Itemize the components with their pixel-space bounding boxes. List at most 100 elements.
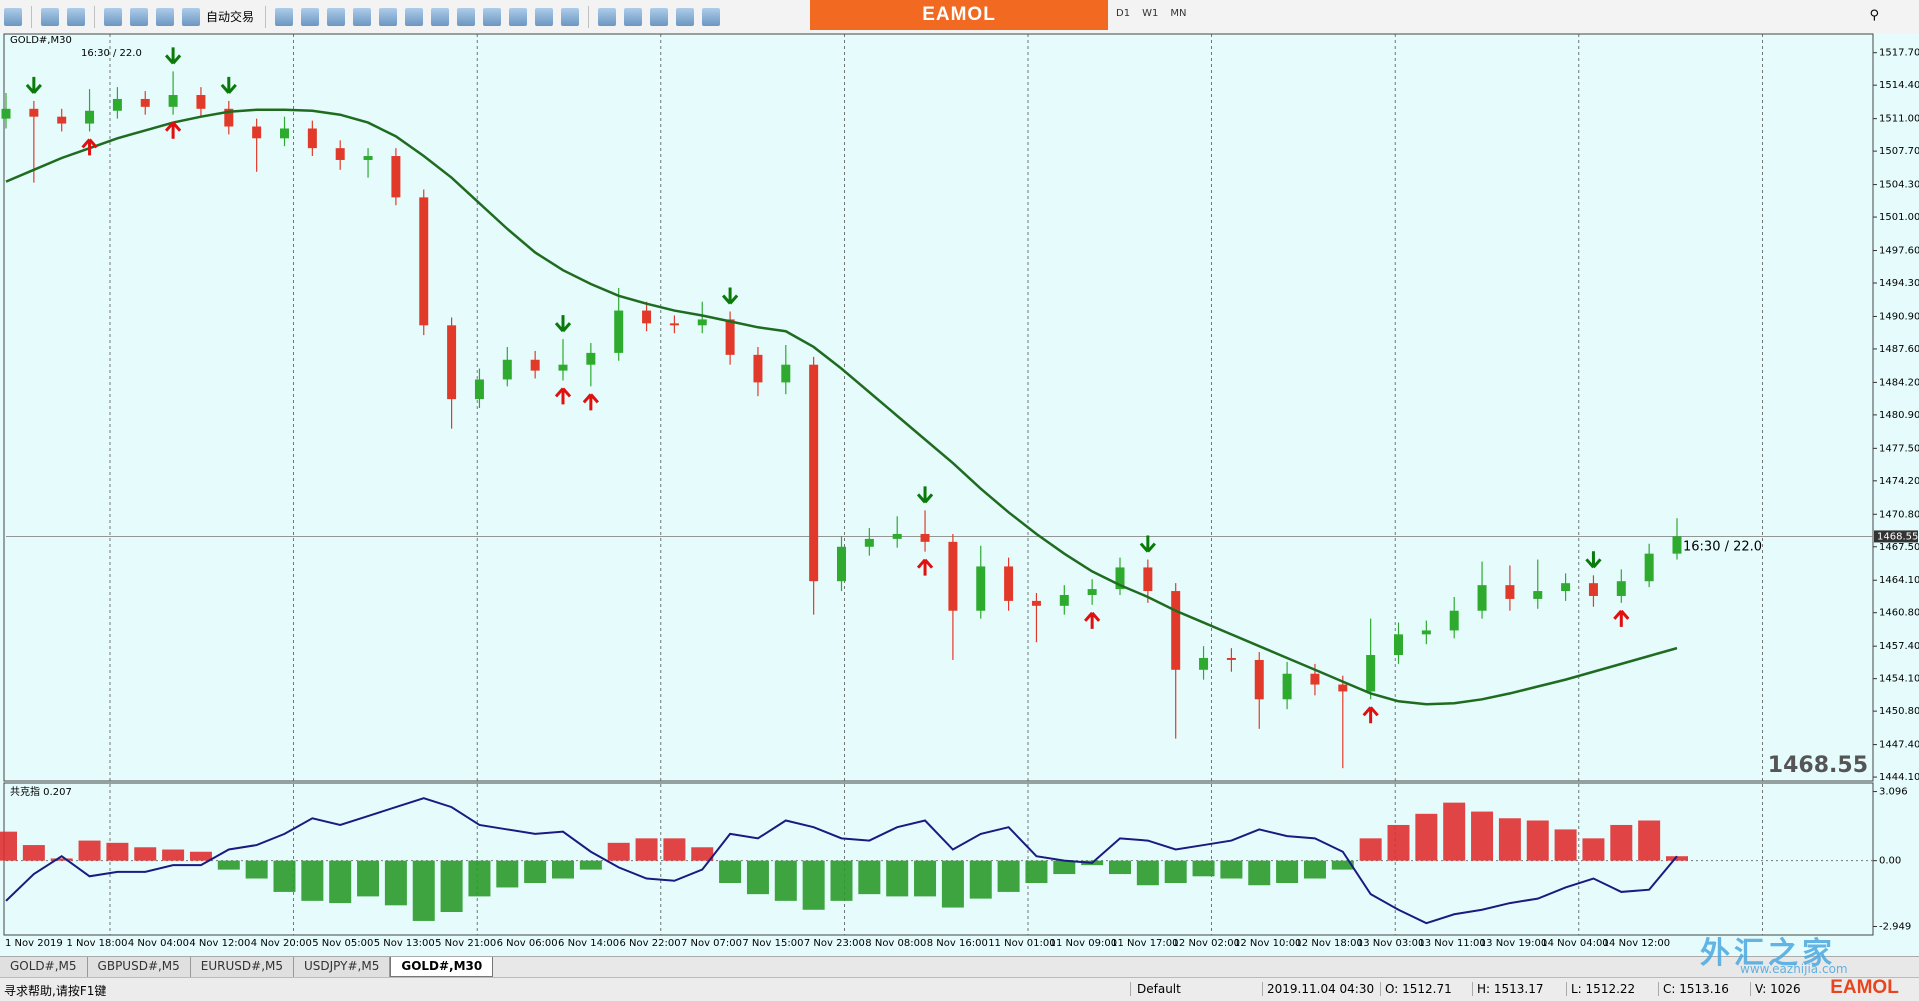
candle-body — [1588, 583, 1598, 596]
candle-body — [614, 310, 624, 353]
new-order-icon[interactable] — [4, 7, 22, 26]
cursor-icon[interactable] — [598, 7, 617, 26]
candle-icon[interactable] — [301, 7, 320, 26]
y-tick-label: 1497.60 — [1879, 246, 1919, 257]
channel-icon[interactable] — [702, 7, 721, 26]
indicator-bar — [1471, 811, 1494, 861]
y-tick-label: 1514.40 — [1879, 80, 1919, 91]
candle-body — [307, 128, 317, 149]
y-tick-label: 1511.00 — [1879, 114, 1919, 125]
buy-arrow — [582, 393, 599, 411]
buy-arrow — [164, 121, 182, 139]
x-tick-label: 12 Nov 18:00 — [1295, 938, 1362, 949]
indicator-bar — [1415, 813, 1438, 861]
chart-tabs: GOLD#,M5 GBPUSD#,M5 EURUSD#,M5 USDJPY#,M5 GO… — [0, 956, 1919, 977]
candle-body — [29, 108, 39, 117]
search-icon[interactable]: ⚲ — [1869, 8, 1879, 23]
x-tick-label: 4 Nov 12:00 — [189, 938, 250, 949]
template-icon[interactable] — [561, 7, 580, 26]
sell-arrow — [164, 47, 182, 65]
candle-body — [976, 566, 986, 611]
x-tick-label: 1 Nov 18:00 — [66, 938, 127, 949]
zoom-in-icon[interactable] — [353, 7, 372, 26]
indicators-icon[interactable] — [483, 7, 502, 26]
indicator-bar — [1248, 860, 1271, 886]
candle-body — [224, 108, 234, 127]
vline-icon[interactable] — [624, 7, 643, 26]
shift-icon[interactable] — [457, 7, 476, 26]
window-icon[interactable] — [67, 7, 85, 26]
navigator-icon[interactable] — [104, 7, 122, 26]
candle-body — [140, 98, 150, 107]
bar-chart-icon[interactable] — [275, 7, 294, 26]
vertical-grid — [109, 34, 1763, 935]
candle-body — [1254, 659, 1264, 700]
zoom-out-icon[interactable] — [379, 7, 398, 26]
moving-average — [5, 108, 1678, 706]
candle-body — [920, 533, 930, 542]
candle-body — [948, 541, 958, 611]
candle-body — [1477, 585, 1487, 611]
zoom-icon[interactable] — [535, 7, 554, 26]
chart-tab[interactable]: GBPUSD#,M5 — [87, 957, 191, 977]
symbol-label: GOLD#,M30 — [10, 35, 72, 46]
y-tick-label: 1480.90 — [1879, 410, 1919, 421]
y-tick-label: 1487.60 — [1879, 344, 1919, 355]
current-price-label: 1468.55 — [1877, 531, 1918, 542]
status-help: 寻求帮助,请按F1键 — [4, 984, 107, 998]
status-volume: V: 1026 — [1750, 982, 1801, 996]
indicator-bar — [1053, 860, 1076, 875]
separator — [94, 5, 95, 28]
candle-body — [753, 354, 763, 383]
sell-arrow — [1139, 535, 1156, 553]
indicator-bar — [1666, 856, 1688, 861]
status-time: 2019.11.04 04:30 — [1262, 982, 1374, 996]
separator — [31, 5, 32, 28]
chart-tab[interactable]: GOLD#,M5 — [0, 957, 88, 977]
y2-tick-label: -2.949 — [1879, 921, 1911, 932]
y-tick-label: 1470.80 — [1879, 509, 1919, 520]
profiles-icon[interactable] — [41, 7, 59, 26]
x-tick-label: 11 Nov 17:00 — [1111, 938, 1178, 949]
crosshair-icon[interactable] — [156, 7, 174, 26]
indicator-bar — [162, 849, 185, 861]
line-icon[interactable] — [327, 7, 346, 26]
tile-icon[interactable] — [405, 7, 424, 26]
candle-body — [1394, 634, 1403, 656]
candle-body — [1, 108, 11, 119]
hline-icon[interactable] — [650, 7, 669, 26]
period-button[interactable]: D1 — [1116, 8, 1131, 19]
chart-tab[interactable]: EURUSD#,M5 — [190, 957, 294, 977]
indicator-bar — [802, 860, 825, 910]
indicator-bar — [217, 860, 240, 870]
indicator-bar — [969, 860, 992, 899]
period-button[interactable]: W1 — [1142, 8, 1159, 19]
separator — [265, 5, 267, 28]
indicator-bar — [1276, 860, 1299, 883]
x-tick-label: 6 Nov 22:00 — [620, 938, 681, 949]
sell-arrow — [220, 76, 237, 94]
y-tick-label: 1504.30 — [1879, 180, 1919, 191]
zoom-icon[interactable] — [509, 7, 528, 26]
candle-body — [558, 364, 568, 371]
scroll-icon[interactable] — [431, 7, 450, 26]
auto-trade-icon[interactable] — [182, 7, 200, 26]
auto-trade-button[interactable]: 自动交易 — [206, 10, 255, 24]
x-tick-label: 13 Nov 19:00 — [1480, 938, 1547, 949]
x-tick-label: 14 Nov 04:00 — [1541, 938, 1608, 949]
x-tick-label: 11 Nov 09:00 — [1050, 938, 1117, 949]
chart-tab[interactable]: GOLD#,M30 — [390, 957, 494, 977]
y-tick-label: 1501.00 — [1879, 212, 1919, 223]
candle-body — [837, 546, 846, 582]
trendline-icon[interactable] — [676, 7, 695, 26]
indicator-bar — [1443, 802, 1466, 861]
candle-body — [196, 95, 206, 109]
chart-tab[interactable]: USDJPY#,M5 — [294, 957, 391, 977]
indicator-bar — [245, 860, 268, 879]
candle-body — [1672, 536, 1682, 554]
indicator-bar — [22, 845, 45, 861]
period-button[interactable]: MN — [1170, 8, 1187, 19]
terminal-icon[interactable] — [130, 7, 148, 26]
x-tick-label: 13 Nov 11:00 — [1418, 938, 1485, 949]
